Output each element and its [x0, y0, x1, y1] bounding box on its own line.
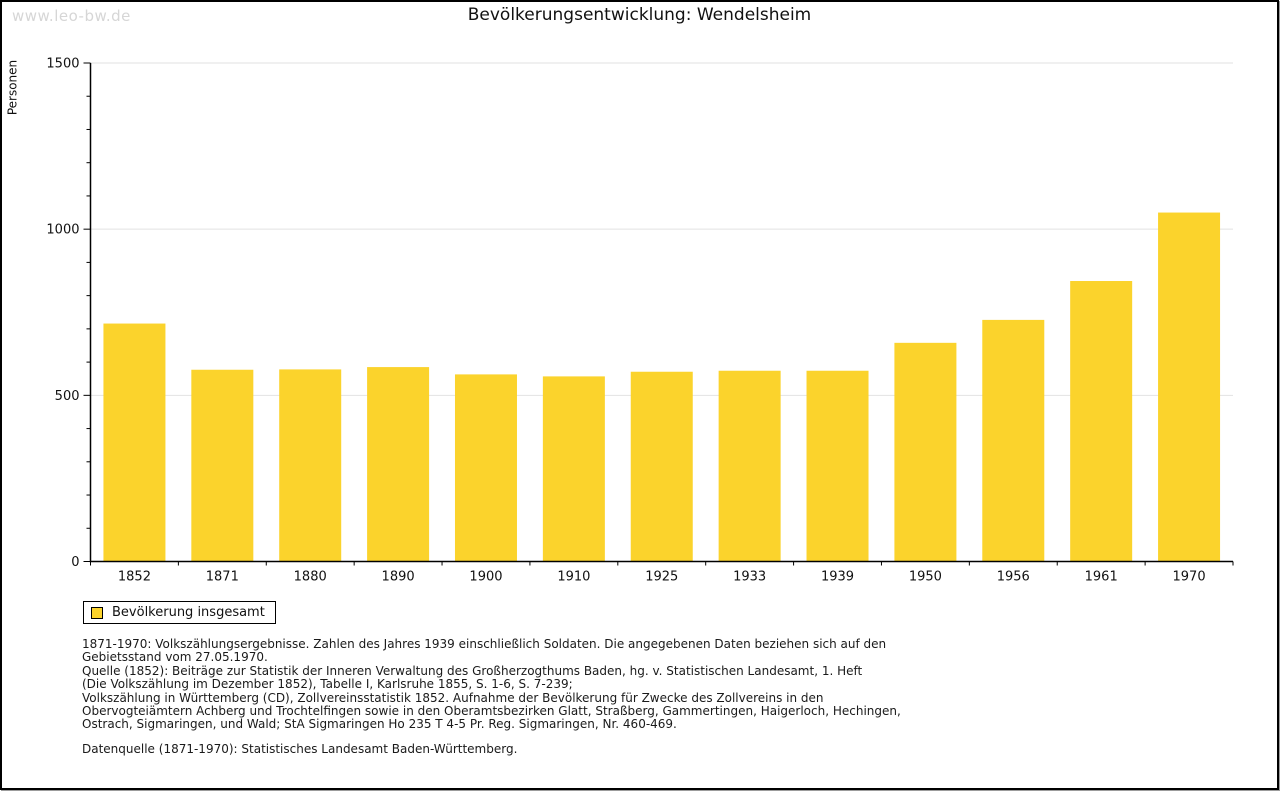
- page-title: Bevölkerungsentwicklung: Wendelsheim: [467, 5, 812, 25]
- footnote-line: Ostrach, Sigmaringen, und Wald; StA Sigm…: [82, 717, 677, 732]
- footnotes: 1871-1970: Volkszählungsergebnisse. Zahl…: [82, 637, 901, 732]
- svg-text:1925: 1925: [645, 570, 678, 585]
- watermark: www.leo-bw.de: [12, 7, 131, 25]
- data-source-line: Datenquelle (1871-1970): Statistisches L…: [82, 742, 518, 756]
- svg-text:1880: 1880: [294, 570, 327, 585]
- svg-text:500: 500: [55, 389, 80, 404]
- bar-1925: [630, 371, 693, 562]
- footnote-line: Obervogteiämtern Achberg und Trochtelfin…: [82, 704, 901, 719]
- legend-swatch-icon: [91, 606, 103, 619]
- bar-1900: [454, 374, 517, 562]
- svg-text:1950: 1950: [909, 570, 942, 585]
- svg-text:1910: 1910: [557, 570, 590, 585]
- bar-1970: [1158, 212, 1221, 562]
- svg-text:1939: 1939: [821, 570, 854, 585]
- svg-text:1956: 1956: [997, 570, 1030, 585]
- svg-text:1000: 1000: [46, 223, 79, 238]
- footnote-line: Gebietsstand vom 27.05.1970.: [82, 650, 268, 665]
- bar-1871: [191, 369, 254, 562]
- svg-text:1970: 1970: [1173, 570, 1206, 585]
- bar-chart: 0 500 1000 1500 1852 1871 1880 1890 1900 1910 1925…: [46, 57, 1234, 585]
- svg-text:1933: 1933: [733, 570, 766, 585]
- legend-label: Bevölkerung insgesamt: [112, 605, 265, 620]
- bar-1910: [542, 376, 605, 562]
- footnote-line: Quelle (1852): Beiträge zur Statistik de…: [82, 663, 863, 678]
- svg-text:1890: 1890: [382, 570, 415, 585]
- svg-text:0: 0: [71, 555, 79, 570]
- bar-1961: [1070, 281, 1133, 562]
- svg-text:1500: 1500: [46, 57, 79, 72]
- svg-text:1900: 1900: [469, 570, 502, 585]
- bar-1956: [982, 319, 1045, 562]
- svg-text:1961: 1961: [1085, 570, 1118, 585]
- bar-1950: [894, 342, 957, 562]
- svg-text:1852: 1852: [118, 570, 151, 585]
- legend: Bevölkerung insgesamt: [83, 601, 276, 624]
- bar-1939: [806, 370, 869, 562]
- svg-text:1871: 1871: [206, 570, 239, 585]
- footnote-line: Volkszählung in Württemberg (CD), Zollve…: [82, 690, 824, 705]
- bar-1933: [718, 370, 781, 562]
- bar-1890: [367, 367, 430, 562]
- bar-1852: [103, 323, 166, 562]
- footnote-line: (Die Volkszählung im Dezember 1852), Tab…: [82, 677, 573, 692]
- footnote-line: 1871-1970: Volkszählungsergebnisse. Zahl…: [82, 637, 887, 651]
- bar-1880: [279, 369, 342, 562]
